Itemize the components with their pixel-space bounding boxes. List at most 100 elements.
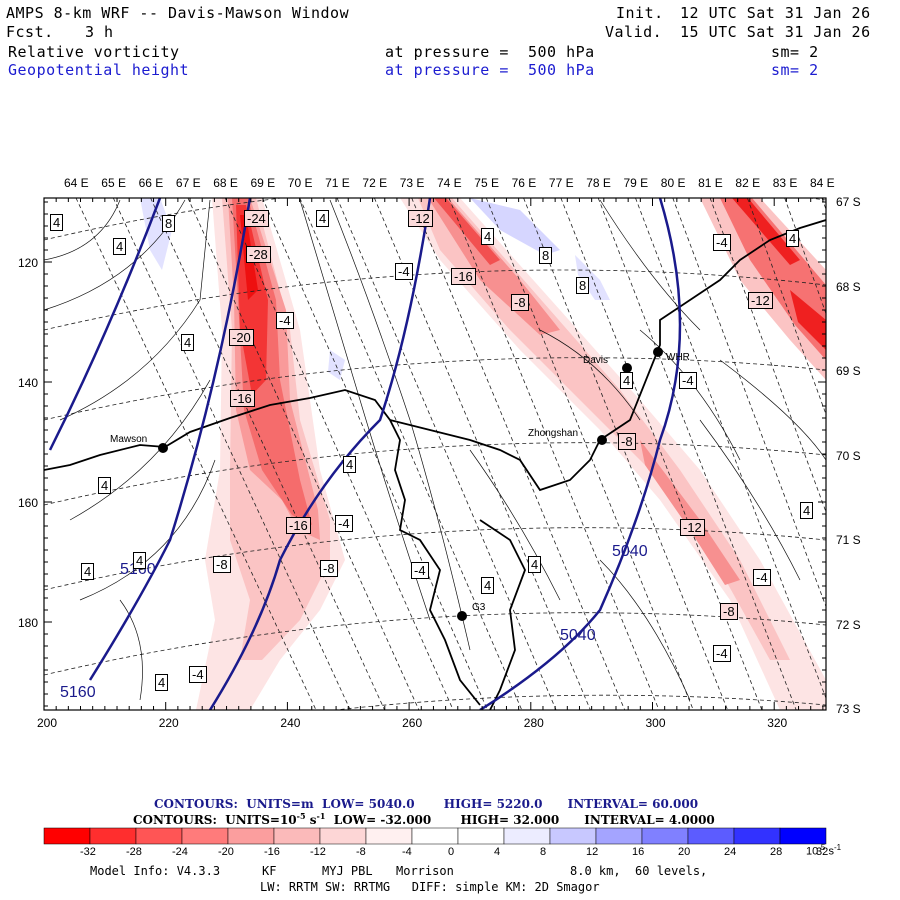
longitude-grid-line — [523, 198, 728, 710]
colorbar-tick-label: -28 — [126, 846, 142, 858]
colorbar-swatch — [411, 827, 459, 845]
contour-value-label: 4 — [343, 456, 357, 473]
contour-value-label: -8 — [213, 556, 231, 573]
longitude-grid-line — [597, 198, 797, 710]
longitude-label: 78 E — [586, 176, 611, 190]
vorticity-band-west — [196, 198, 345, 710]
contour-value-label: 4 — [98, 477, 112, 494]
contour-value-label: 8 — [539, 247, 553, 264]
longitude-grid-line — [187, 198, 420, 710]
longitude-label: 81 E — [698, 176, 723, 190]
colorbar-swatch — [43, 827, 91, 845]
station-label-zhongshan: Zhongshan — [528, 428, 579, 439]
colorbar-tick-label: 8 — [540, 846, 547, 858]
vorticity-contour-info: CONTOURS: UNITS=10-5 s-1 LOW= -32.000 HI… — [133, 811, 715, 827]
colorbar-tick-label: -20 — [218, 846, 234, 858]
height-label: 5040 — [612, 543, 648, 560]
contour-value-label: -4 — [713, 234, 731, 251]
x-axis-tick-label: 300 — [645, 716, 666, 730]
longitude-grid-line — [150, 198, 385, 710]
contour-value-label: -8 — [511, 294, 529, 311]
contour-value-label: -4 — [753, 569, 771, 586]
contour-value-label: 4 — [528, 556, 542, 573]
contour-value-label: 4 — [81, 563, 95, 580]
latitude-label: 68 S — [836, 279, 861, 294]
colorbar-swatch — [135, 827, 183, 845]
colorbar-tick-label: 20 — [678, 846, 691, 858]
init-label: Init. — [616, 4, 664, 22]
contour-value-label: -4 — [713, 645, 731, 662]
contour-value-label: -4 — [395, 263, 413, 280]
colorbar-tick-label: -16 — [264, 846, 280, 858]
colorbar-swatch — [457, 827, 505, 845]
longitude-label: 75 E — [474, 176, 499, 190]
field2-smoothing: sm= 2 — [771, 61, 819, 79]
colorbar-swatch — [733, 827, 781, 845]
longitude-grid-line — [672, 198, 826, 608]
colorbar-tick-label: 4 — [494, 846, 501, 858]
colorbar-tick-label: 24 — [724, 846, 737, 858]
colorbar-swatch — [641, 827, 689, 845]
longitude-label: 80 E — [660, 176, 686, 190]
contour-value-label: 4 — [481, 228, 495, 245]
contour-value-label: -8 — [720, 603, 738, 620]
station-label-mawson: Mawson — [110, 434, 148, 445]
model-info: Model Info: V4.3.3 — [90, 864, 221, 878]
cumulus-scheme: KF — [262, 864, 277, 878]
contour-value-label: -12 — [680, 519, 705, 536]
y-axis-tick-label: 140 — [18, 376, 39, 390]
colorbar-swatch — [273, 827, 321, 845]
colorbar-swatch — [687, 827, 735, 845]
axis-ticks — [43, 198, 826, 710]
longitude-label: 77 E — [548, 176, 574, 190]
latitude-label: 72 S — [836, 617, 861, 632]
contour-value-label: 8 — [162, 215, 176, 232]
latitude-label: 71 S — [836, 533, 861, 547]
colorbar-tick-label: 32 — [816, 846, 829, 858]
contour-value-label: -4 — [679, 372, 697, 389]
station-label-whr: WHR — [666, 352, 690, 363]
x-axis-tick-label: 280 — [523, 716, 544, 730]
longitude-label: 73 E — [399, 176, 425, 190]
colorbar-swatch — [779, 827, 827, 845]
contour-value-label: -4 — [276, 312, 294, 329]
latitude-label: 67 S — [836, 195, 861, 209]
colorbar-tick-label: -8 — [356, 846, 366, 858]
contour-value-label: -4 — [411, 562, 429, 579]
longitude-grid-line — [448, 198, 660, 710]
longitude-grid — [75, 198, 826, 710]
field1-name: Relative vorticity — [8, 43, 180, 61]
longitude-grid-line — [374, 198, 591, 710]
contour-value-label: 4 — [316, 210, 330, 227]
x-axis-tick-label: 200 — [37, 716, 58, 730]
colorbar-tick-label: -4 — [402, 846, 412, 858]
longitude-label: 74 E — [437, 176, 462, 190]
longitude-grid-line — [485, 198, 694, 710]
contour-value-label: 4 — [133, 552, 147, 569]
colorbar-swatch — [595, 827, 643, 845]
contour-value-label: -16 — [451, 268, 476, 285]
contour-value-label: 4 — [800, 502, 814, 519]
longitude-grid-line — [560, 198, 763, 710]
contour-value-label: 4 — [481, 577, 495, 594]
field1-smoothing: sm= 2 — [771, 43, 819, 61]
longitude-label: 82 E — [735, 176, 761, 190]
longitude-grid-line — [224, 198, 454, 710]
longitude-label: 76 E — [511, 176, 537, 190]
height-label: 5160 — [120, 561, 156, 578]
colorbar-tick-label: 0 — [448, 846, 455, 858]
field2-pressure: at pressure = 500 hPa — [385, 61, 595, 79]
colorbar-swatch — [227, 827, 275, 845]
colorbar-swatch — [319, 827, 367, 845]
contour-value-label: -4 — [335, 515, 353, 532]
contour-value-label: 4 — [620, 372, 634, 389]
longitude-grid-line — [299, 198, 523, 710]
physics-info: LW: RRTM SW: RRTMG DIFF: simple KM: 2D S… — [260, 880, 600, 894]
geopotential-height-contours — [48, 198, 682, 710]
contour-value-label: -20 — [229, 329, 254, 346]
microphysics-scheme: Morrison — [396, 864, 454, 878]
contour-value-label: 4 — [50, 214, 64, 231]
longitude-label: 68 E — [213, 176, 238, 190]
contour-value-label: 4 — [786, 230, 800, 247]
colorbar-tick-label: -32 — [80, 846, 96, 858]
